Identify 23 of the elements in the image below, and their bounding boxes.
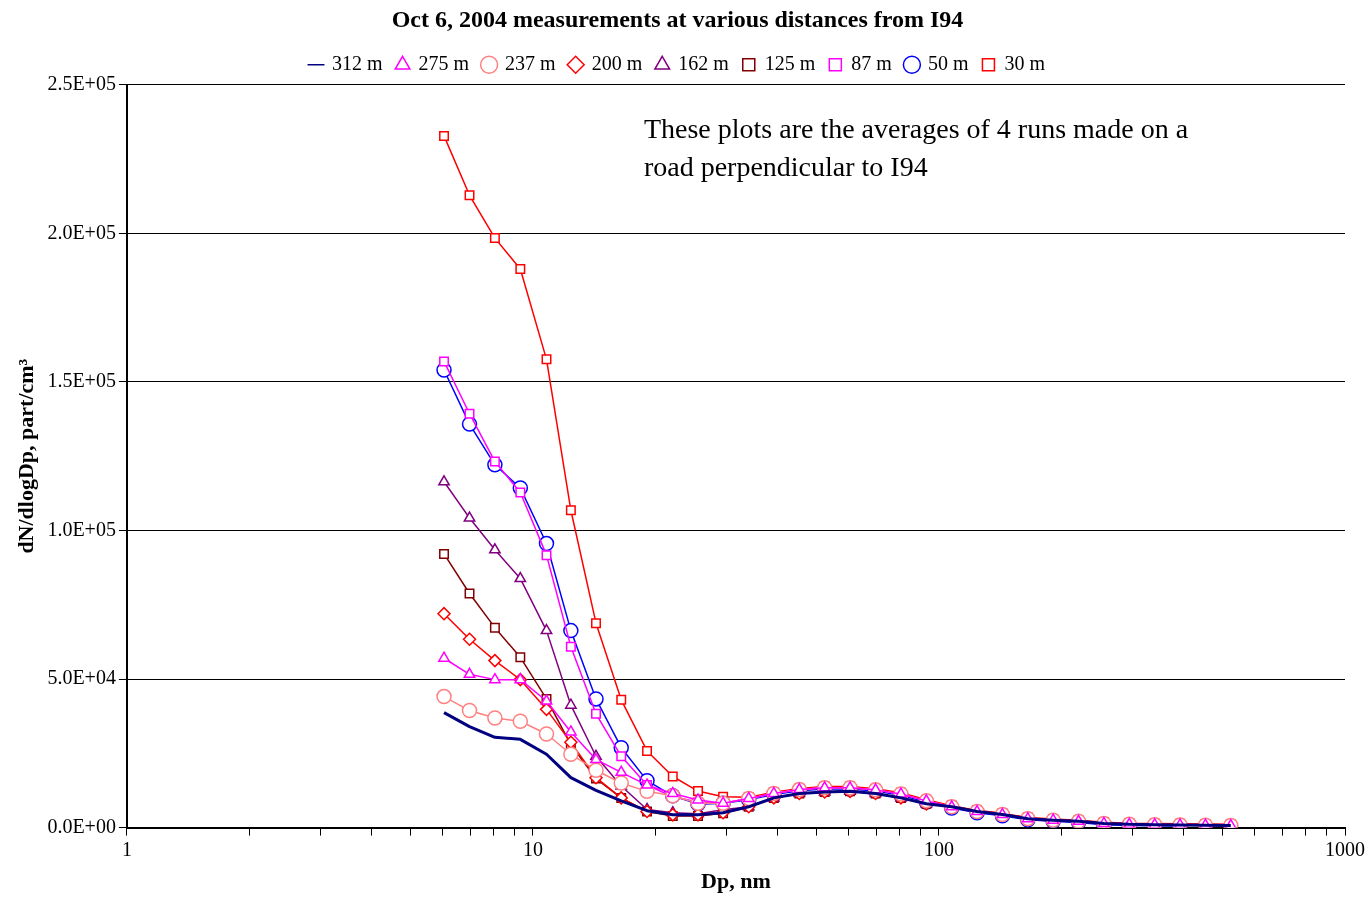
legend-label: 125 m <box>764 52 816 75</box>
y-tick-label: 5.0E+04 <box>47 666 116 689</box>
y-tick-label: 2.0E+05 <box>47 220 116 243</box>
y-tick-label: 1.5E+05 <box>47 369 116 392</box>
legend-label: 162 m <box>678 52 730 75</box>
x-tick-label: 1000 <box>1325 837 1365 860</box>
legend-label: 237 m <box>505 52 557 75</box>
legend-label: 200 m <box>591 52 643 75</box>
x-tick-label: 100 <box>923 837 954 860</box>
y-tick-label: 1.0E+05 <box>47 517 116 540</box>
x-tick-label: 1 <box>121 837 132 860</box>
chart-title: Oct 6, 2004 measurements at various distances from I94 <box>391 5 964 32</box>
legend-label: 275 m <box>418 52 470 75</box>
legend-label: 312 m <box>332 52 383 75</box>
x-axis-title: Dp, nm <box>701 868 771 894</box>
x-tick-label: 10 <box>522 837 543 860</box>
legend-label: 30 m <box>1004 52 1046 75</box>
y-axis-title: dN/dlogDp, part/cm³ <box>12 358 38 554</box>
legend-label: 87 m <box>851 52 893 75</box>
y-tick-label: 2.5E+05 <box>47 72 116 95</box>
legend-label: 50 m <box>927 52 969 75</box>
y-tick-label: 0.0E+00 <box>47 814 116 837</box>
annotation: These plots are the averages of 4 runs made on a road perpendicular to I94 <box>643 113 1189 183</box>
